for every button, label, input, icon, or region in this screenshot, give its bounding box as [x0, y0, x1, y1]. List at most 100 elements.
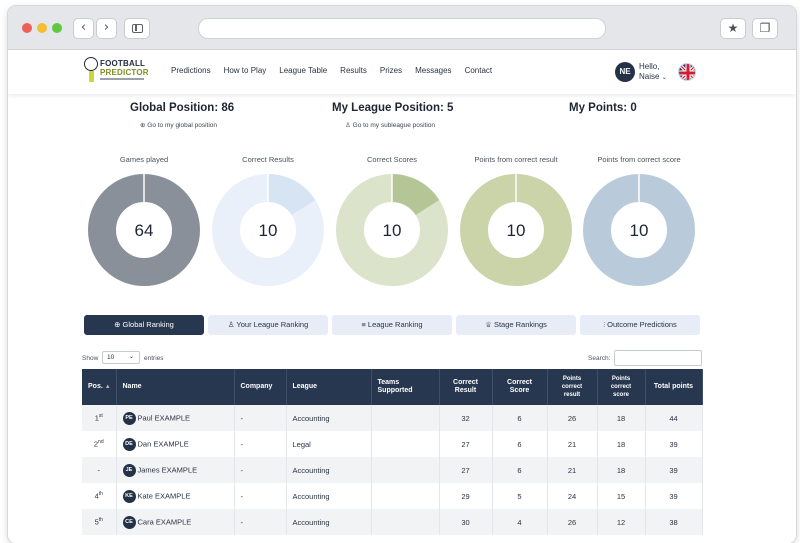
nav-link-results[interactable]: Results: [340, 66, 367, 75]
stat-value: 10: [259, 221, 278, 240]
cell-teams: [371, 483, 440, 509]
cell-teams: [371, 509, 440, 535]
cell-total-points: 44: [645, 405, 703, 431]
user-initials-avatar: DE: [122, 437, 136, 451]
stat-donut: 64: [88, 174, 200, 286]
donut-segment: [267, 174, 316, 216]
stat-label: Points from correct result: [474, 155, 558, 164]
cell-correct-result: 32: [439, 405, 493, 431]
cell-correct-score: 6: [492, 431, 548, 457]
stat-label: Games played: [119, 155, 169, 164]
col-header-points-correct-result[interactable]: Points correct result: [547, 369, 598, 405]
tab-your-league-ranking[interactable]: ♙ Your League Ranking: [208, 315, 328, 335]
cell-company: -: [234, 431, 287, 457]
col-header-teams[interactable]: Teams Supported: [371, 369, 440, 405]
col-header-correct-result[interactable]: Correct Result: [439, 369, 493, 405]
nav-link-league-table[interactable]: League Table: [279, 66, 328, 75]
cell-teams: [371, 405, 440, 431]
col-header-total-points[interactable]: Total points: [645, 369, 703, 405]
col-header-pos[interactable]: Pos. ▲: [82, 369, 117, 405]
league-position-link[interactable]: ♙ Go to my subleague position: [345, 122, 436, 129]
chevron-down-icon: ⌄: [661, 75, 667, 81]
logo-text-line2: PREDICTOR: [100, 68, 149, 77]
tab-global-ranking[interactable]: ⊕ Global Ranking: [84, 315, 204, 335]
cell-company: -: [234, 405, 287, 431]
table-row[interactable]: 1st PE Paul EXAMPLE - Accounting 32 6 26 18 44: [82, 405, 703, 431]
browser-toolbar: ‹ › ★ ❐: [8, 6, 796, 50]
cell-company: -: [234, 457, 287, 483]
back-arrow-icon[interactable]: ‹: [73, 18, 94, 39]
football-predictor-logo[interactable]: FOOTBALL PREDICTOR: [84, 56, 150, 88]
global-position: Global Position: 86: [130, 102, 235, 114]
stat-value: 10: [630, 221, 649, 240]
col-header-league[interactable]: League: [286, 369, 372, 405]
user-initials-avatar: PE: [122, 411, 136, 425]
tabs-overview-icon[interactable]: ❐: [752, 18, 778, 39]
cell-correct-score: 4: [492, 509, 548, 535]
stat-label: Points from correct score: [597, 155, 681, 164]
positions-summary: Global Position: 86 ⊕ Go to my global po…: [8, 102, 796, 132]
col-header-points-correct-score[interactable]: Points correct score: [597, 369, 646, 405]
global-position-link[interactable]: ⊕ Go to my global position: [140, 122, 217, 129]
tab-league-ranking[interactable]: ≡ League Ranking: [332, 315, 452, 335]
trophy-icon: ♕: [485, 320, 492, 329]
tab-stage-rankings[interactable]: ♕ Stage Rankings: [456, 315, 576, 335]
user-menu[interactable]: Hello, Naise ⌄: [639, 62, 667, 83]
table-header-row: Pos. ▲ Name Company League Teams Supporte…: [82, 369, 703, 405]
forward-arrow-icon[interactable]: ›: [96, 18, 117, 39]
site-navbar: FOOTBALL PREDICTOR Predictions How to Pl…: [8, 50, 796, 94]
nav-link-messages[interactable]: Messages: [415, 66, 452, 75]
cell-pos: 4th: [82, 483, 117, 509]
table-row[interactable]: 2nd DE Dan EXAMPLE - Legal 27 6 21 18 39: [82, 431, 703, 457]
uk-flag-icon[interactable]: [678, 63, 696, 81]
cell-total-points: 39: [645, 431, 703, 457]
minimize-window-dot[interactable]: [37, 23, 47, 33]
stat-label: Correct Results: [242, 155, 294, 164]
cell-league: Accounting: [286, 483, 372, 509]
cell-name: CE Cara EXAMPLE: [116, 509, 235, 535]
logo-text-line1: FOOTBALL: [100, 59, 146, 68]
cell-league: Accounting: [286, 509, 372, 535]
user-name: Naise: [639, 72, 660, 81]
sidebar-toggle-icon[interactable]: [124, 18, 150, 39]
cell-teams: [371, 457, 440, 483]
search-input[interactable]: [614, 350, 702, 366]
cell-correct-score: 6: [492, 405, 548, 431]
nav-link-how-to-play[interactable]: How to Play: [223, 66, 267, 75]
table-row[interactable]: 4th KE Kate EXAMPLE - Accounting 29 5 24 15 39: [82, 483, 703, 509]
stat-donut: 10: [583, 174, 695, 286]
cell-points-correct-result: 21: [547, 431, 598, 457]
main-nav: Predictions How to Play League Table Res…: [171, 66, 505, 75]
cell-pos: 2nd: [82, 431, 117, 457]
cell-points-correct-score: 12: [597, 509, 646, 535]
cell-correct-result: 27: [439, 457, 493, 483]
stats-donuts: Games played 64 Correct Results 10 Correct S…: [8, 150, 796, 290]
close-window-dot[interactable]: [22, 23, 32, 33]
nav-link-predictions[interactable]: Predictions: [171, 66, 211, 75]
col-header-correct-score[interactable]: Correct Score: [492, 369, 548, 405]
cell-pos: -: [82, 457, 117, 483]
football-icon: [84, 57, 98, 71]
cell-name: PE Paul EXAMPLE: [116, 405, 235, 431]
col-header-company[interactable]: Company: [234, 369, 287, 405]
cell-points-correct-score: 15: [597, 483, 646, 509]
cell-league: Accounting: [286, 405, 372, 431]
cell-correct-score: 6: [492, 457, 548, 483]
chevron-down-icon: ⌄: [128, 354, 134, 360]
entries-label: entries: [144, 355, 164, 362]
bookmark-star-icon[interactable]: ★: [720, 18, 746, 39]
table-row[interactable]: 5th CE Cara EXAMPLE - Accounting 30 4 26 12 38: [82, 509, 703, 535]
col-header-name[interactable]: Name: [116, 369, 235, 405]
cell-league: Legal: [286, 431, 372, 457]
user-avatar[interactable]: NE: [615, 62, 635, 82]
cell-points-correct-result: 24: [547, 483, 598, 509]
entries-select[interactable]: 10 ⌄: [102, 351, 140, 364]
nav-link-contact[interactable]: Contact: [464, 66, 493, 75]
nav-link-prizes[interactable]: Prizes: [379, 66, 403, 75]
tab-outcome-predictions[interactable]: ⫶ Outcome Predictions: [580, 315, 700, 335]
user-initials-avatar: JE: [122, 463, 136, 477]
table-row[interactable]: - JE James EXAMPLE - Accounting 27 6 21 18 39: [82, 457, 703, 483]
maximize-window-dot[interactable]: [52, 23, 62, 33]
cell-pos: 5th: [82, 509, 117, 535]
address-bar[interactable]: [198, 18, 606, 39]
